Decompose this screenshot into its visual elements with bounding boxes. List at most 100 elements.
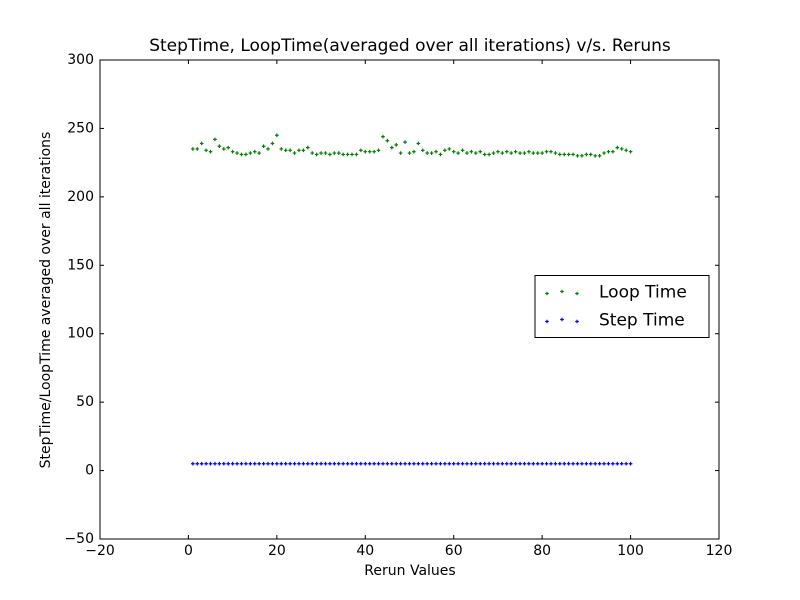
point — [385, 461, 390, 466]
point — [213, 137, 217, 142]
point — [474, 151, 478, 155]
point — [332, 461, 337, 466]
point — [597, 461, 602, 466]
point — [266, 461, 270, 466]
point — [345, 152, 350, 157]
x-tick-label: 80 — [533, 543, 551, 559]
point — [195, 147, 200, 151]
point — [522, 151, 527, 155]
point — [474, 461, 478, 466]
point — [628, 149, 633, 154]
point — [341, 152, 345, 157]
point — [394, 143, 399, 147]
point — [482, 461, 487, 466]
point — [376, 148, 381, 153]
point — [394, 461, 399, 466]
point — [297, 148, 301, 153]
point — [199, 461, 204, 466]
point — [527, 149, 531, 154]
y-tick-label: 100 — [67, 326, 94, 342]
point — [323, 461, 328, 466]
point — [575, 461, 580, 466]
point — [328, 152, 332, 157]
point — [540, 151, 544, 155]
point — [257, 461, 261, 466]
point — [208, 149, 213, 154]
point — [328, 461, 332, 466]
point — [354, 461, 359, 466]
point — [615, 461, 620, 466]
point — [606, 461, 611, 466]
point — [381, 134, 385, 139]
point — [429, 461, 434, 466]
point — [460, 148, 465, 153]
point — [297, 461, 301, 466]
point — [429, 151, 434, 155]
legend-box — [534, 275, 710, 338]
point — [553, 461, 558, 466]
point — [531, 151, 536, 155]
point — [456, 151, 460, 155]
point — [332, 151, 337, 155]
point — [350, 152, 354, 157]
point — [469, 149, 474, 154]
point — [531, 461, 536, 466]
legend-marker — [575, 319, 579, 324]
point — [544, 461, 549, 466]
x-tick-label: 40 — [356, 543, 374, 559]
point — [597, 154, 602, 158]
point — [230, 149, 235, 154]
point — [420, 148, 425, 153]
point — [469, 461, 474, 466]
point — [350, 461, 354, 466]
point — [478, 461, 483, 466]
legend-marker — [545, 291, 549, 296]
point — [266, 147, 270, 151]
point — [628, 461, 633, 466]
point — [208, 461, 213, 466]
point — [593, 461, 597, 466]
point — [403, 461, 407, 466]
point — [509, 461, 513, 466]
point — [412, 461, 416, 466]
point — [566, 152, 571, 157]
point — [619, 461, 624, 466]
point — [465, 151, 469, 155]
point — [257, 151, 261, 155]
point — [252, 461, 257, 466]
chart-title: StepTime, LoopTime(averaged over all ite… — [149, 36, 671, 56]
point — [226, 461, 231, 466]
point — [571, 461, 575, 466]
point — [482, 152, 487, 157]
point — [407, 461, 412, 466]
point — [275, 461, 279, 466]
x-tick-label: 60 — [445, 543, 463, 559]
point — [478, 149, 483, 154]
x-axis-label: Rerun Values — [364, 563, 455, 579]
point — [199, 141, 204, 146]
point — [222, 461, 226, 466]
point — [487, 152, 491, 157]
point — [244, 152, 248, 157]
point — [372, 461, 376, 466]
point — [602, 461, 606, 466]
point — [549, 149, 553, 154]
point — [301, 148, 306, 153]
x-tick-label: 100 — [617, 543, 644, 559]
point — [465, 461, 469, 466]
point — [275, 133, 279, 138]
point — [407, 151, 412, 155]
point — [535, 461, 540, 466]
point — [535, 151, 540, 155]
y-axis-label: StepTime/LoopTime averaged over all iter… — [38, 132, 54, 469]
point — [372, 149, 376, 154]
point — [359, 148, 363, 153]
point — [204, 148, 208, 153]
point — [504, 149, 509, 154]
point — [619, 147, 624, 151]
y-tick-label: 200 — [67, 189, 94, 205]
point — [580, 461, 584, 466]
y-tick-label: 150 — [67, 257, 94, 273]
point — [398, 461, 403, 466]
legend-marker — [560, 317, 564, 322]
